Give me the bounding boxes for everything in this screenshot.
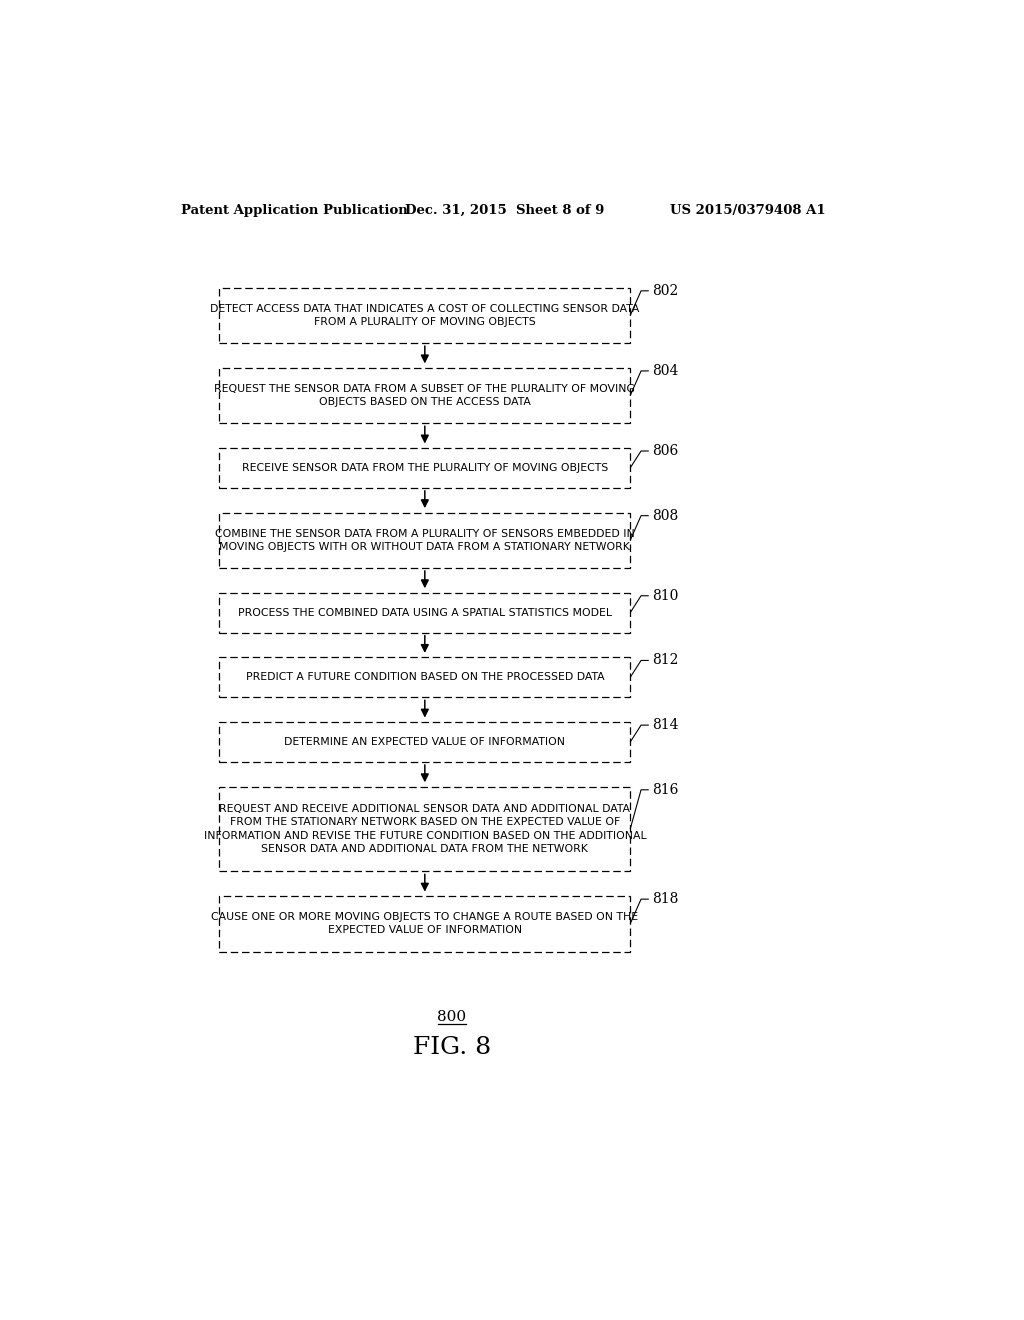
Text: FIG. 8: FIG. 8 (413, 1036, 492, 1059)
Text: US 2015/0379408 A1: US 2015/0379408 A1 (671, 205, 826, 218)
Text: 804: 804 (652, 364, 678, 378)
Bar (219, 447, 630, 488)
Bar (219, 896, 630, 952)
Text: COMBINE THE SENSOR DATA FROM A PLURALITY OF SENSORS EMBEDDED IN
MOVING OBJECTS W: COMBINE THE SENSOR DATA FROM A PLURALITY… (215, 529, 635, 552)
Text: PROCESS THE COMBINED DATA USING A SPATIAL STATISTICS MODEL: PROCESS THE COMBINED DATA USING A SPATIA… (238, 607, 611, 618)
Text: Dec. 31, 2015  Sheet 8 of 9: Dec. 31, 2015 Sheet 8 of 9 (406, 205, 605, 218)
Text: 812: 812 (652, 653, 678, 668)
Text: 816: 816 (652, 783, 678, 797)
Text: 800: 800 (437, 1010, 467, 1024)
Bar (219, 368, 630, 424)
Text: 810: 810 (652, 589, 678, 603)
Bar (219, 722, 630, 762)
Bar (219, 593, 630, 632)
Text: PREDICT A FUTURE CONDITION BASED ON THE PROCESSED DATA: PREDICT A FUTURE CONDITION BASED ON THE … (246, 672, 604, 682)
Text: 808: 808 (652, 508, 678, 523)
Bar (219, 657, 630, 697)
Text: RECEIVE SENSOR DATA FROM THE PLURALITY OF MOVING OBJECTS: RECEIVE SENSOR DATA FROM THE PLURALITY O… (242, 463, 608, 473)
Bar (219, 512, 630, 568)
Bar (219, 787, 630, 871)
Text: 802: 802 (652, 284, 678, 298)
Text: 806: 806 (652, 444, 678, 458)
Text: DETECT ACCESS DATA THAT INDICATES A COST OF COLLECTING SENSOR DATA
FROM A PLURAL: DETECT ACCESS DATA THAT INDICATES A COST… (210, 304, 640, 327)
Text: REQUEST THE SENSOR DATA FROM A SUBSET OF THE PLURALITY OF MOVING
OBJECTS BASED O: REQUEST THE SENSOR DATA FROM A SUBSET OF… (214, 384, 635, 407)
Bar (219, 288, 630, 343)
Text: 818: 818 (652, 892, 678, 906)
Text: 814: 814 (652, 718, 678, 733)
Text: DETERMINE AN EXPECTED VALUE OF INFORMATION: DETERMINE AN EXPECTED VALUE OF INFORMATI… (285, 737, 565, 747)
Text: Patent Application Publication: Patent Application Publication (180, 205, 408, 218)
Text: CAUSE ONE OR MORE MOVING OBJECTS TO CHANGE A ROUTE BASED ON THE
EXPECTED VALUE O: CAUSE ONE OR MORE MOVING OBJECTS TO CHAN… (211, 912, 638, 936)
Text: REQUEST AND RECEIVE ADDITIONAL SENSOR DATA AND ADDITIONAL DATA
FROM THE STATIONA: REQUEST AND RECEIVE ADDITIONAL SENSOR DA… (204, 804, 646, 854)
